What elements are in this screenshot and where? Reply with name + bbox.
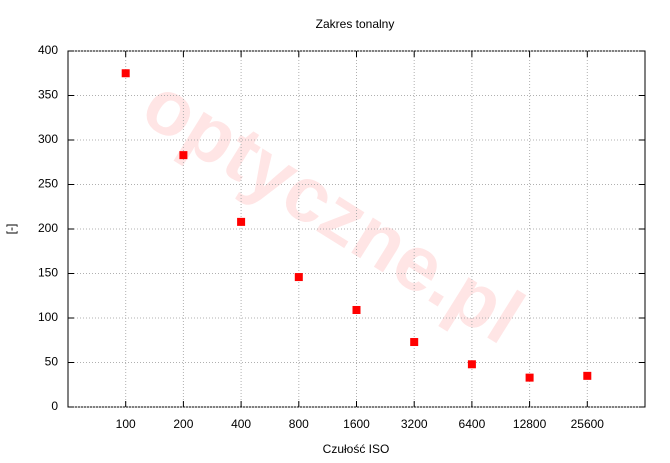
x-tick-label: 800 (289, 417, 309, 431)
y-tick-label: 100 (38, 310, 58, 324)
x-tick-label: 25600 (571, 417, 605, 431)
y-tick-label: 150 (38, 266, 58, 280)
y-tick-label: 300 (38, 132, 58, 146)
point (467, 360, 476, 369)
x-tick-label: 100 (116, 417, 136, 431)
point (121, 69, 130, 78)
y-tick-label: 50 (45, 355, 59, 369)
point (294, 273, 303, 282)
x-tick-label: 400 (231, 417, 251, 431)
y-tick-label: 0 (51, 399, 58, 413)
point (525, 373, 534, 382)
point (352, 305, 361, 314)
x-tick-label: 200 (173, 417, 193, 431)
x-tick-label: 6400 (459, 417, 486, 431)
chart-title: Zakres tonalny (316, 17, 395, 31)
watermark: optyczne.pl (128, 59, 538, 361)
y-tick-label: 250 (38, 177, 58, 191)
x-tick-label: 12800 (513, 417, 547, 431)
point (179, 151, 188, 160)
x-axis-label: Czułość ISO (323, 442, 390, 456)
x-tick-label: 1600 (343, 417, 370, 431)
y-tick-label: 200 (38, 221, 58, 235)
y-tick-label: 400 (38, 43, 58, 57)
point (583, 371, 592, 380)
point (410, 338, 419, 347)
y-axis-label: [-] (4, 224, 18, 235)
y-tick-label: 350 (38, 88, 58, 102)
x-tick-label: 3200 (401, 417, 428, 431)
point (237, 217, 246, 226)
